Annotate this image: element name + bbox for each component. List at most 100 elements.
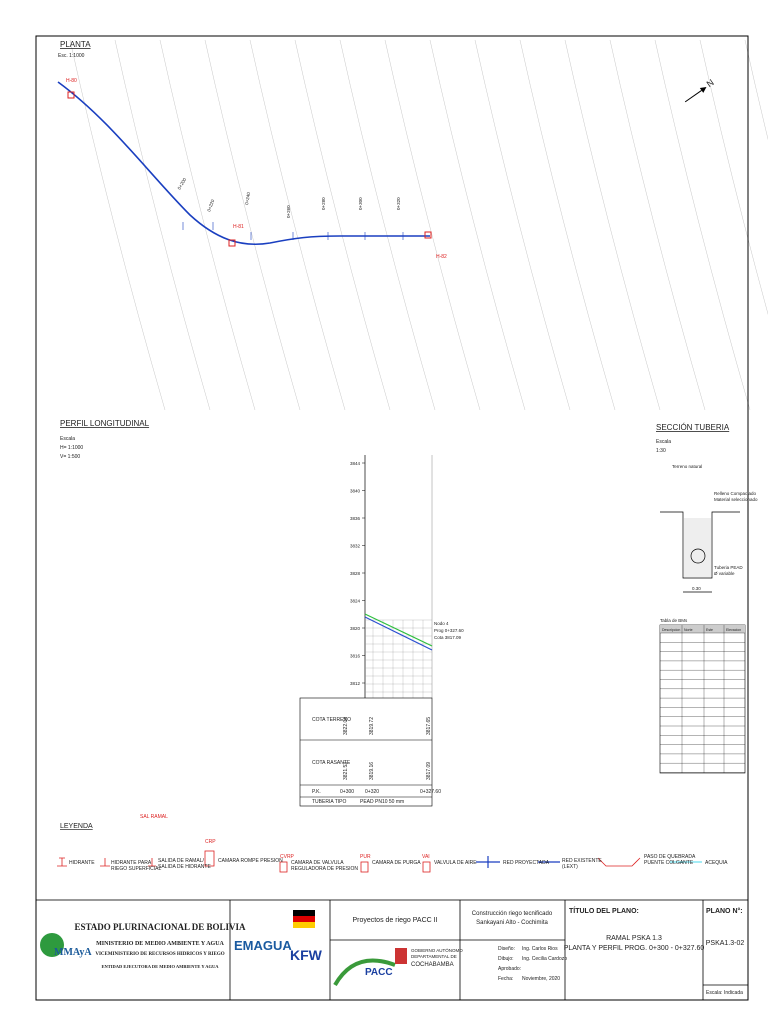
legend-title: LEYENDA <box>60 823 93 830</box>
legend-item: VALVULA DE AIRE <box>434 860 477 866</box>
legend-symbols <box>57 850 641 873</box>
cell: 0+327.60 <box>420 789 441 795</box>
credit-value: Ing. Cecilia Cardozo <box>522 956 567 962</box>
cell: 3822.04 <box>343 717 349 735</box>
legend-item: HIDRANTE <box>69 860 95 866</box>
node-note: Prog 0+327.60 <box>434 628 464 633</box>
bm-header: Norte <box>684 628 693 632</box>
pacc-logo <box>333 958 396 987</box>
elevation-label: 3840 <box>350 489 361 494</box>
station-label: 0+300 <box>358 197 363 210</box>
contour-line <box>654 39 751 411</box>
grade-line <box>364 616 433 651</box>
legend-item: CAMARA DE PURGA <box>372 860 421 866</box>
legend-code: VAI <box>422 854 430 860</box>
legend-item: HIDRANTE PARA <box>111 860 152 866</box>
node-note: Cota 3817.09 <box>434 635 462 640</box>
contour-line <box>384 39 481 411</box>
contour-line <box>699 39 768 315</box>
row-header: COTA TERRENO <box>312 717 351 723</box>
contour-line <box>339 39 436 411</box>
stations: 0+200 0+220 0+240 0+260 0+280 0+300 0+320 <box>177 177 404 240</box>
entity: ENTIDAD EJECUTORA DE MEDIO AMBIENTE Y AG… <box>101 964 219 969</box>
row-header: COTA RASANTE <box>312 760 351 766</box>
station-label: 0+200 <box>177 177 188 191</box>
section-scale-label: Escala <box>656 439 671 445</box>
mmaya-logo <box>40 933 64 957</box>
flag <box>293 922 315 928</box>
plan-number-label: PLANO N°: <box>706 907 743 915</box>
contour-line <box>249 39 346 411</box>
bm-header: Este <box>706 628 713 632</box>
contour-line <box>609 39 706 411</box>
node-symbols <box>67 91 432 247</box>
contour-line <box>294 39 391 411</box>
legend-item: SALIDA DE HIDRANTE <box>158 864 211 870</box>
credit-label: Aprobado: <box>498 966 521 972</box>
elevation-label: 3836 <box>350 516 361 521</box>
bm-table-grid <box>660 625 745 773</box>
node-label: H-82 <box>436 254 447 260</box>
legend-item: RED EXISTENTE <box>562 858 602 864</box>
vice-ministry: VICEMINISTERIO DE RECURSOS HIDRICOS Y RI… <box>95 952 224 957</box>
profile-table-grid <box>299 697 433 807</box>
plan-title: PLANTA Y PERFIL PROG. 0+300 - 0+327.60 <box>564 945 705 952</box>
contour-line <box>69 39 166 411</box>
contours <box>69 39 768 411</box>
section-title: SECCIÓN TUBERIA <box>656 423 730 432</box>
bm-table-title: Tabla de BMs <box>660 618 688 623</box>
station-label: 0+240 <box>244 191 251 205</box>
title-block-grid <box>35 899 749 1001</box>
government: COCHABAMBA <box>411 962 454 968</box>
section-note: Ø variable <box>714 571 735 576</box>
profile-h-scale: H= 1:1000 <box>60 445 83 451</box>
elevation-label: 3844 <box>350 461 361 466</box>
profile-v-scale: V= 1:500 <box>60 454 80 460</box>
legend-code: SAL RAMAL <box>140 814 168 820</box>
contour-line <box>564 39 661 411</box>
plan-title: PLANTA <box>60 40 91 49</box>
sheet-border <box>35 35 749 1001</box>
elevation-label: 3828 <box>350 571 361 576</box>
elevation-label: 3812 <box>350 681 361 686</box>
program: Proyectos de riego PACC II <box>352 917 437 924</box>
plan-title-label: TÍTULO DEL PLANO: <box>569 906 639 915</box>
government: GOBIERNO AUTÓNOMO <box>411 947 463 953</box>
flag <box>293 910 315 916</box>
country: ESTADO PLURINACIONAL DE BOLIVIA <box>74 922 246 932</box>
credit-label: Diseño: <box>498 946 515 952</box>
plan-title: RAMAL PSKA 1.3 <box>606 935 662 942</box>
credit-label: Fecha: <box>498 976 513 982</box>
node-label: H-80 <box>66 78 77 84</box>
section-note: Terreno natural <box>672 464 702 469</box>
section-note: Tuberia PEAD <box>714 565 743 570</box>
station-label: 0+260 <box>286 205 291 218</box>
elevation-label: 3824 <box>350 599 361 604</box>
legend-item: (LEXT) <box>562 864 578 870</box>
project: Sankayani Alto - Cochimita <box>476 920 548 926</box>
elevation-label: 3832 <box>350 544 361 549</box>
logo-text: PACC <box>365 967 393 978</box>
section-scale: 1:30 <box>656 448 666 454</box>
project: Construcción riego tecnificado <box>472 911 553 917</box>
logo-text: EMAGUA <box>234 938 292 953</box>
node-symbol <box>228 239 236 247</box>
section-dimension: 0.30 <box>692 586 701 591</box>
bm-header: Elevacion <box>726 628 741 632</box>
legend-code: PUR <box>360 854 371 860</box>
contour-line <box>204 39 301 411</box>
cell: 0+300 <box>340 789 354 795</box>
ministry: MINISTERIO DE MEDIO AMBIENTE Y AGUA <box>96 941 224 947</box>
scale: Indicada <box>724 990 743 996</box>
legend-item: CAMARA ROMPE PRESION <box>218 858 283 864</box>
contour-line <box>519 39 616 411</box>
cell: 3817.65 <box>426 717 432 735</box>
legend-item: RED PROYECTADA <box>503 860 550 866</box>
north-arrow: N <box>684 77 716 103</box>
node-symbol <box>424 231 432 239</box>
legend-item: ACEQUIA <box>705 860 728 866</box>
legend-code: CRP <box>205 839 216 845</box>
legend-item: PUENTE COLGANTE <box>644 860 694 866</box>
